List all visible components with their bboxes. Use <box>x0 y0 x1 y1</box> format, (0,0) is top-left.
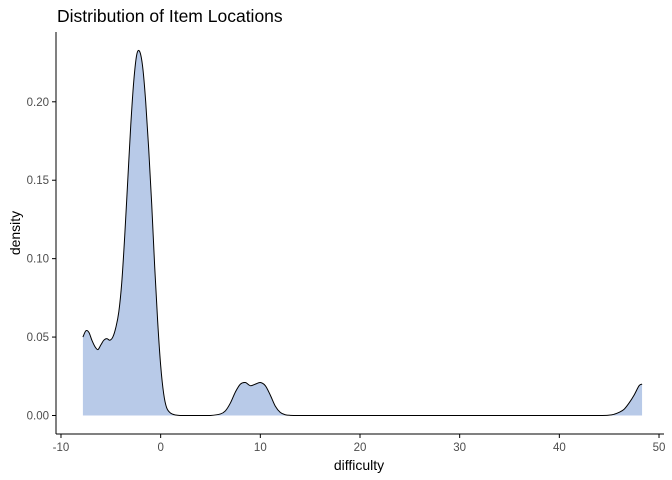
y-tick-label: 0.20 <box>27 97 49 109</box>
density-curve-line <box>82 49 643 416</box>
density-fill-area <box>82 50 643 416</box>
x-tick-label: 40 <box>553 442 566 454</box>
plot-area <box>82 49 643 416</box>
x-tick-label: 30 <box>453 442 466 454</box>
chart-title: Distribution of Item Locations <box>57 6 283 26</box>
x-tick-label: 10 <box>254 442 267 454</box>
y-tick-label: 0.00 <box>27 410 49 422</box>
y-axis-title: density <box>7 211 23 255</box>
x-tick-label: 50 <box>653 442 666 454</box>
x-axis-ticks: -10 0 10 20 30 40 50 <box>53 434 666 454</box>
x-tick-label: 20 <box>354 442 367 454</box>
y-tick-label: 0.05 <box>27 332 49 344</box>
x-tick-label: 0 <box>157 442 163 454</box>
y-tick-label: 0.10 <box>27 254 49 266</box>
y-axis-ticks: 0.00 0.05 0.10 0.15 0.20 <box>27 97 56 422</box>
x-tick-label: -10 <box>53 442 70 454</box>
y-tick-label: 0.15 <box>27 175 49 187</box>
x-axis-title: difficulty <box>334 457 384 473</box>
